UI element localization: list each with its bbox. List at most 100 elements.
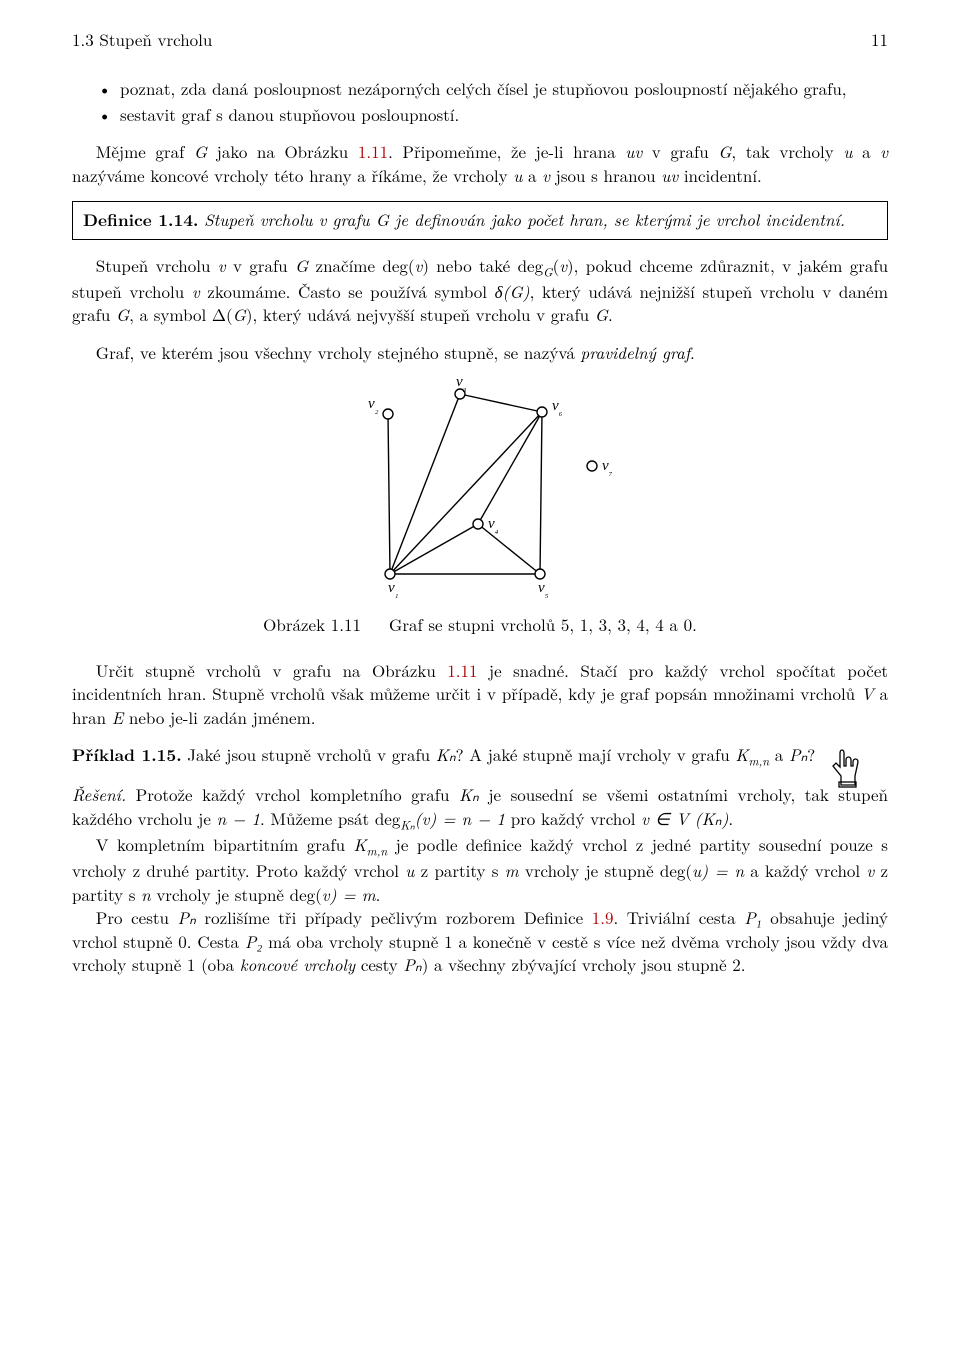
goals-list: poznat, zda daná posloupnost nezáporných… bbox=[72, 77, 888, 126]
definition-body: Stupeň vrcholu v grafu G je definován ja… bbox=[204, 207, 845, 231]
math-v: v bbox=[559, 253, 567, 277]
math-Pn: Pₙ bbox=[403, 952, 421, 976]
text: Stupeň vrcholu bbox=[96, 253, 218, 277]
intro-paragraph: Mějme graf G jako na Obrázku 1.11. Připo… bbox=[72, 140, 888, 187]
math-P1: P₁ bbox=[744, 905, 761, 929]
degree-notation-paragraph: Stupeň vrcholu v v grafu G značíme deg( v… bbox=[72, 254, 888, 327]
text: Pro cestu bbox=[96, 905, 178, 929]
text: ? A jaké stupně mají vrcholy v grafu bbox=[456, 742, 736, 766]
running-section: 1.3 Stupeň vrcholu bbox=[72, 28, 212, 51]
graph-node bbox=[587, 461, 597, 471]
text: ? bbox=[807, 742, 815, 766]
text: . Připomeňme, že je-li hrana bbox=[388, 139, 625, 163]
graph-edge bbox=[390, 394, 460, 574]
text: pro každý vrchol bbox=[505, 806, 641, 830]
graph-node-label: v₂ bbox=[368, 396, 379, 415]
graph-node bbox=[383, 409, 393, 419]
text: v grafu bbox=[642, 139, 718, 163]
math-eq: (v) = n − 1 bbox=[415, 806, 505, 830]
figure-ref: Obrázek 1.11 bbox=[263, 612, 361, 636]
graph-edge bbox=[388, 414, 390, 574]
text: vrcholy je stupně deg( bbox=[519, 858, 692, 882]
text: ), který udává nejvyšší stupeň vrcholu v… bbox=[246, 302, 595, 326]
math-m: m bbox=[505, 858, 519, 882]
graph-edge bbox=[478, 412, 542, 524]
text: a bbox=[852, 139, 880, 163]
text: vrcholy je stupně deg( bbox=[151, 882, 322, 906]
math-v: v bbox=[218, 253, 226, 277]
text: incidentní. bbox=[678, 163, 762, 187]
text: značíme deg( bbox=[308, 253, 414, 277]
math-P2: P₂ bbox=[245, 929, 262, 953]
text: zkoumáme. Často se používá symbol bbox=[200, 279, 495, 303]
math-n: n bbox=[141, 882, 151, 906]
text: jsou s hranou bbox=[550, 163, 661, 187]
math-u: u bbox=[692, 858, 701, 882]
solution-p1: Řešení. Protože každý vrchol kompletního… bbox=[72, 783, 888, 833]
graph-edge bbox=[390, 412, 542, 574]
text: rozlišíme tři případy pečlivým rozborem … bbox=[196, 905, 592, 929]
math-sub-G: G bbox=[543, 262, 552, 280]
math-V: V bbox=[861, 681, 874, 705]
math-Pn: Pₙ bbox=[789, 742, 807, 766]
math-G: G bbox=[116, 302, 129, 326]
math-G: G bbox=[194, 139, 207, 163]
graph-edge bbox=[390, 524, 478, 574]
text: Graf, ve kterém jsou všechny vrcholy ste… bbox=[96, 340, 581, 364]
text: jako na Obrázku bbox=[207, 139, 358, 163]
ref-fig-1-11: 1.11 bbox=[447, 658, 477, 682]
math-n-1: n − 1 bbox=[217, 806, 260, 830]
example-1-15: Příklad 1.15. Jaké jsou stupně vrcholů v… bbox=[72, 743, 888, 769]
text: V kompletním bipartitním grafu bbox=[96, 832, 354, 856]
math-Kmn: Km,n bbox=[354, 832, 388, 856]
graph-node-label: v₆ bbox=[552, 398, 563, 417]
math-G: G bbox=[295, 253, 308, 277]
term-regular-graph: pravidelný graf bbox=[581, 340, 691, 364]
text: . bbox=[608, 302, 613, 326]
figure-caption-text: Graf se stupni vrcholů 5, 1, 3, 3, 4, 4 … bbox=[389, 612, 697, 636]
solution-p3: Pro cestu Pₙ rozlišíme tři případy pečli… bbox=[72, 906, 888, 976]
math-Kn: Kₙ bbox=[459, 782, 479, 806]
math-eq: ) = m bbox=[330, 882, 376, 906]
definition-box: Definice 1.14. Stupeň vrcholu v grafu G … bbox=[72, 201, 888, 239]
graph-node bbox=[385, 569, 395, 579]
math-G: G bbox=[718, 139, 731, 163]
math-v: v bbox=[542, 163, 550, 187]
text: , a symbol Δ( bbox=[129, 302, 233, 326]
text: v grafu bbox=[226, 253, 295, 277]
figure-caption: Obrázek 1.11 Graf se stupni vrcholů 5, 1,… bbox=[72, 613, 888, 636]
page-number: 11 bbox=[871, 28, 888, 51]
example-label: Příklad 1.15. bbox=[72, 743, 182, 767]
ref-fig-1-11: 1.11 bbox=[358, 139, 388, 163]
text: , tak vrcholy bbox=[731, 139, 843, 163]
math-Kn: Kₙ bbox=[436, 742, 456, 766]
graph-edge bbox=[540, 412, 542, 574]
graph-edge bbox=[460, 394, 542, 412]
math-deltaG: δ(G) bbox=[495, 279, 530, 303]
text: z partity s bbox=[414, 858, 504, 882]
graph-node-label: v₁ bbox=[388, 580, 399, 599]
math-uv: uv bbox=[625, 139, 642, 163]
text: . bbox=[376, 882, 381, 906]
math-Kmn: Km,n bbox=[735, 742, 769, 766]
graph-node bbox=[473, 519, 483, 529]
graph-node-label: v₇ bbox=[602, 458, 613, 477]
math-v: v bbox=[322, 882, 330, 906]
math-E: E bbox=[112, 705, 124, 729]
math-v: v bbox=[880, 139, 888, 163]
math-u: u bbox=[513, 163, 522, 187]
text: ) a všechny zbývající vrcholy jsou stupn… bbox=[422, 952, 746, 976]
math-G: G bbox=[595, 302, 608, 326]
math-eq: ) = n bbox=[701, 858, 744, 882]
graph-node-label: v₅ bbox=[538, 580, 549, 599]
determine-degrees-paragraph: Určit stupně vrcholů v grafu na Obrázku … bbox=[72, 659, 888, 729]
solution-p2: V kompletním bipartitním grafu Km,n je p… bbox=[72, 833, 888, 906]
figure-graph: v₁v₂v₃v₄v₅v₆v₇ bbox=[330, 374, 630, 599]
regular-graph-paragraph: Graf, ve kterém jsou všechny vrcholy ste… bbox=[72, 341, 888, 364]
text: a každý vrchol bbox=[744, 858, 866, 882]
text: . Můžeme psát deg bbox=[260, 806, 400, 830]
term-end-vertices: koncové vrcholy bbox=[240, 952, 355, 976]
text: . Triviální cesta bbox=[614, 905, 745, 929]
graph-node bbox=[535, 569, 545, 579]
definition-label: Definice 1.14. bbox=[83, 208, 198, 232]
